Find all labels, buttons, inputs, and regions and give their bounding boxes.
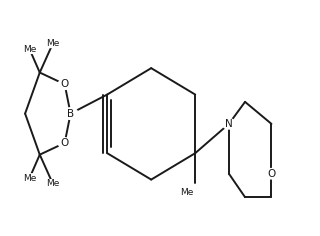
- Text: Me: Me: [23, 174, 36, 183]
- Text: Me: Me: [180, 188, 193, 197]
- Text: O: O: [60, 79, 69, 89]
- Text: Me: Me: [46, 39, 60, 48]
- Text: Me: Me: [23, 45, 36, 54]
- Text: O: O: [60, 138, 69, 148]
- Text: B: B: [67, 109, 74, 119]
- Text: N: N: [225, 119, 233, 129]
- Ellipse shape: [58, 138, 71, 148]
- Ellipse shape: [58, 79, 71, 89]
- Ellipse shape: [222, 119, 236, 129]
- Text: O: O: [267, 169, 276, 179]
- Ellipse shape: [63, 108, 78, 119]
- Text: Me: Me: [46, 180, 60, 189]
- Ellipse shape: [265, 169, 278, 179]
